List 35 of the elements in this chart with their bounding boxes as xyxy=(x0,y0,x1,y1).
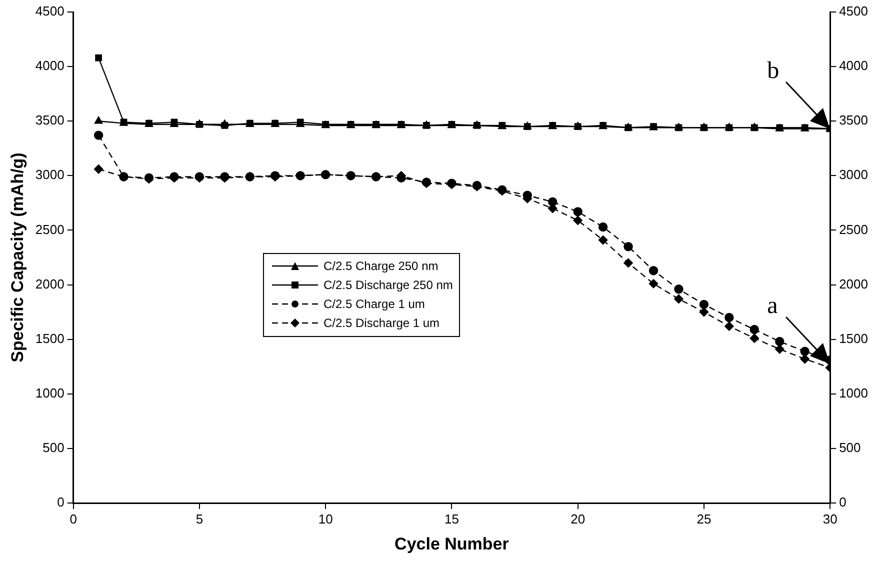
x-tick-label: 5 xyxy=(196,511,204,526)
y-tick-label: 4000 xyxy=(35,58,64,74)
x-tick-label: 25 xyxy=(696,511,712,526)
x-tick-label: 20 xyxy=(570,511,586,526)
y-tick-label: 2000 xyxy=(35,276,64,292)
y2-tick-label: 2000 xyxy=(839,276,868,292)
legend-label: C/2.5 Discharge 1 um xyxy=(324,316,440,330)
y-tick-label: 1000 xyxy=(35,385,64,400)
x-tick-label: 0 xyxy=(70,511,77,526)
y2-tick-label: 3000 xyxy=(839,167,868,182)
y2-tick-label: 4000 xyxy=(839,58,868,74)
legend-label: C/2.5 Discharge 250 nm xyxy=(324,278,453,292)
y-tick-label: 0 xyxy=(57,494,64,510)
y-tick-label: 500 xyxy=(42,440,64,456)
y-tick-label: 2500 xyxy=(35,222,64,237)
y2-tick-label: 0 xyxy=(839,494,846,510)
y2-tick-label: 3500 xyxy=(839,112,868,128)
y-tick-label: 1500 xyxy=(35,330,64,346)
y2-tick-label: 4500 xyxy=(839,4,868,19)
y2-tick-label: 1000 xyxy=(839,385,868,400)
annotation: a xyxy=(767,293,778,320)
y2-tick-label: 2500 xyxy=(839,222,868,237)
y2-tick-label: 500 xyxy=(839,440,861,456)
x-tick-label: 10 xyxy=(318,511,333,526)
y-tick-label: 3500 xyxy=(35,112,64,128)
legend-label: C/2.5 Charge 250 nm xyxy=(324,259,438,274)
x-axis-title: Cycle Number xyxy=(394,534,510,554)
x-tick-label: 30 xyxy=(822,511,838,526)
y-axis-title: Specific Capacity (mAh/g) xyxy=(8,152,27,362)
y-tick-label: 3000 xyxy=(35,167,64,182)
x-tick-label: 15 xyxy=(444,511,459,526)
legend-label: C/2.5 Charge 1 um xyxy=(324,297,425,312)
annotation: b xyxy=(767,58,780,84)
y-tick-label: 4500 xyxy=(35,4,64,19)
y2-tick-label: 1500 xyxy=(839,330,868,346)
